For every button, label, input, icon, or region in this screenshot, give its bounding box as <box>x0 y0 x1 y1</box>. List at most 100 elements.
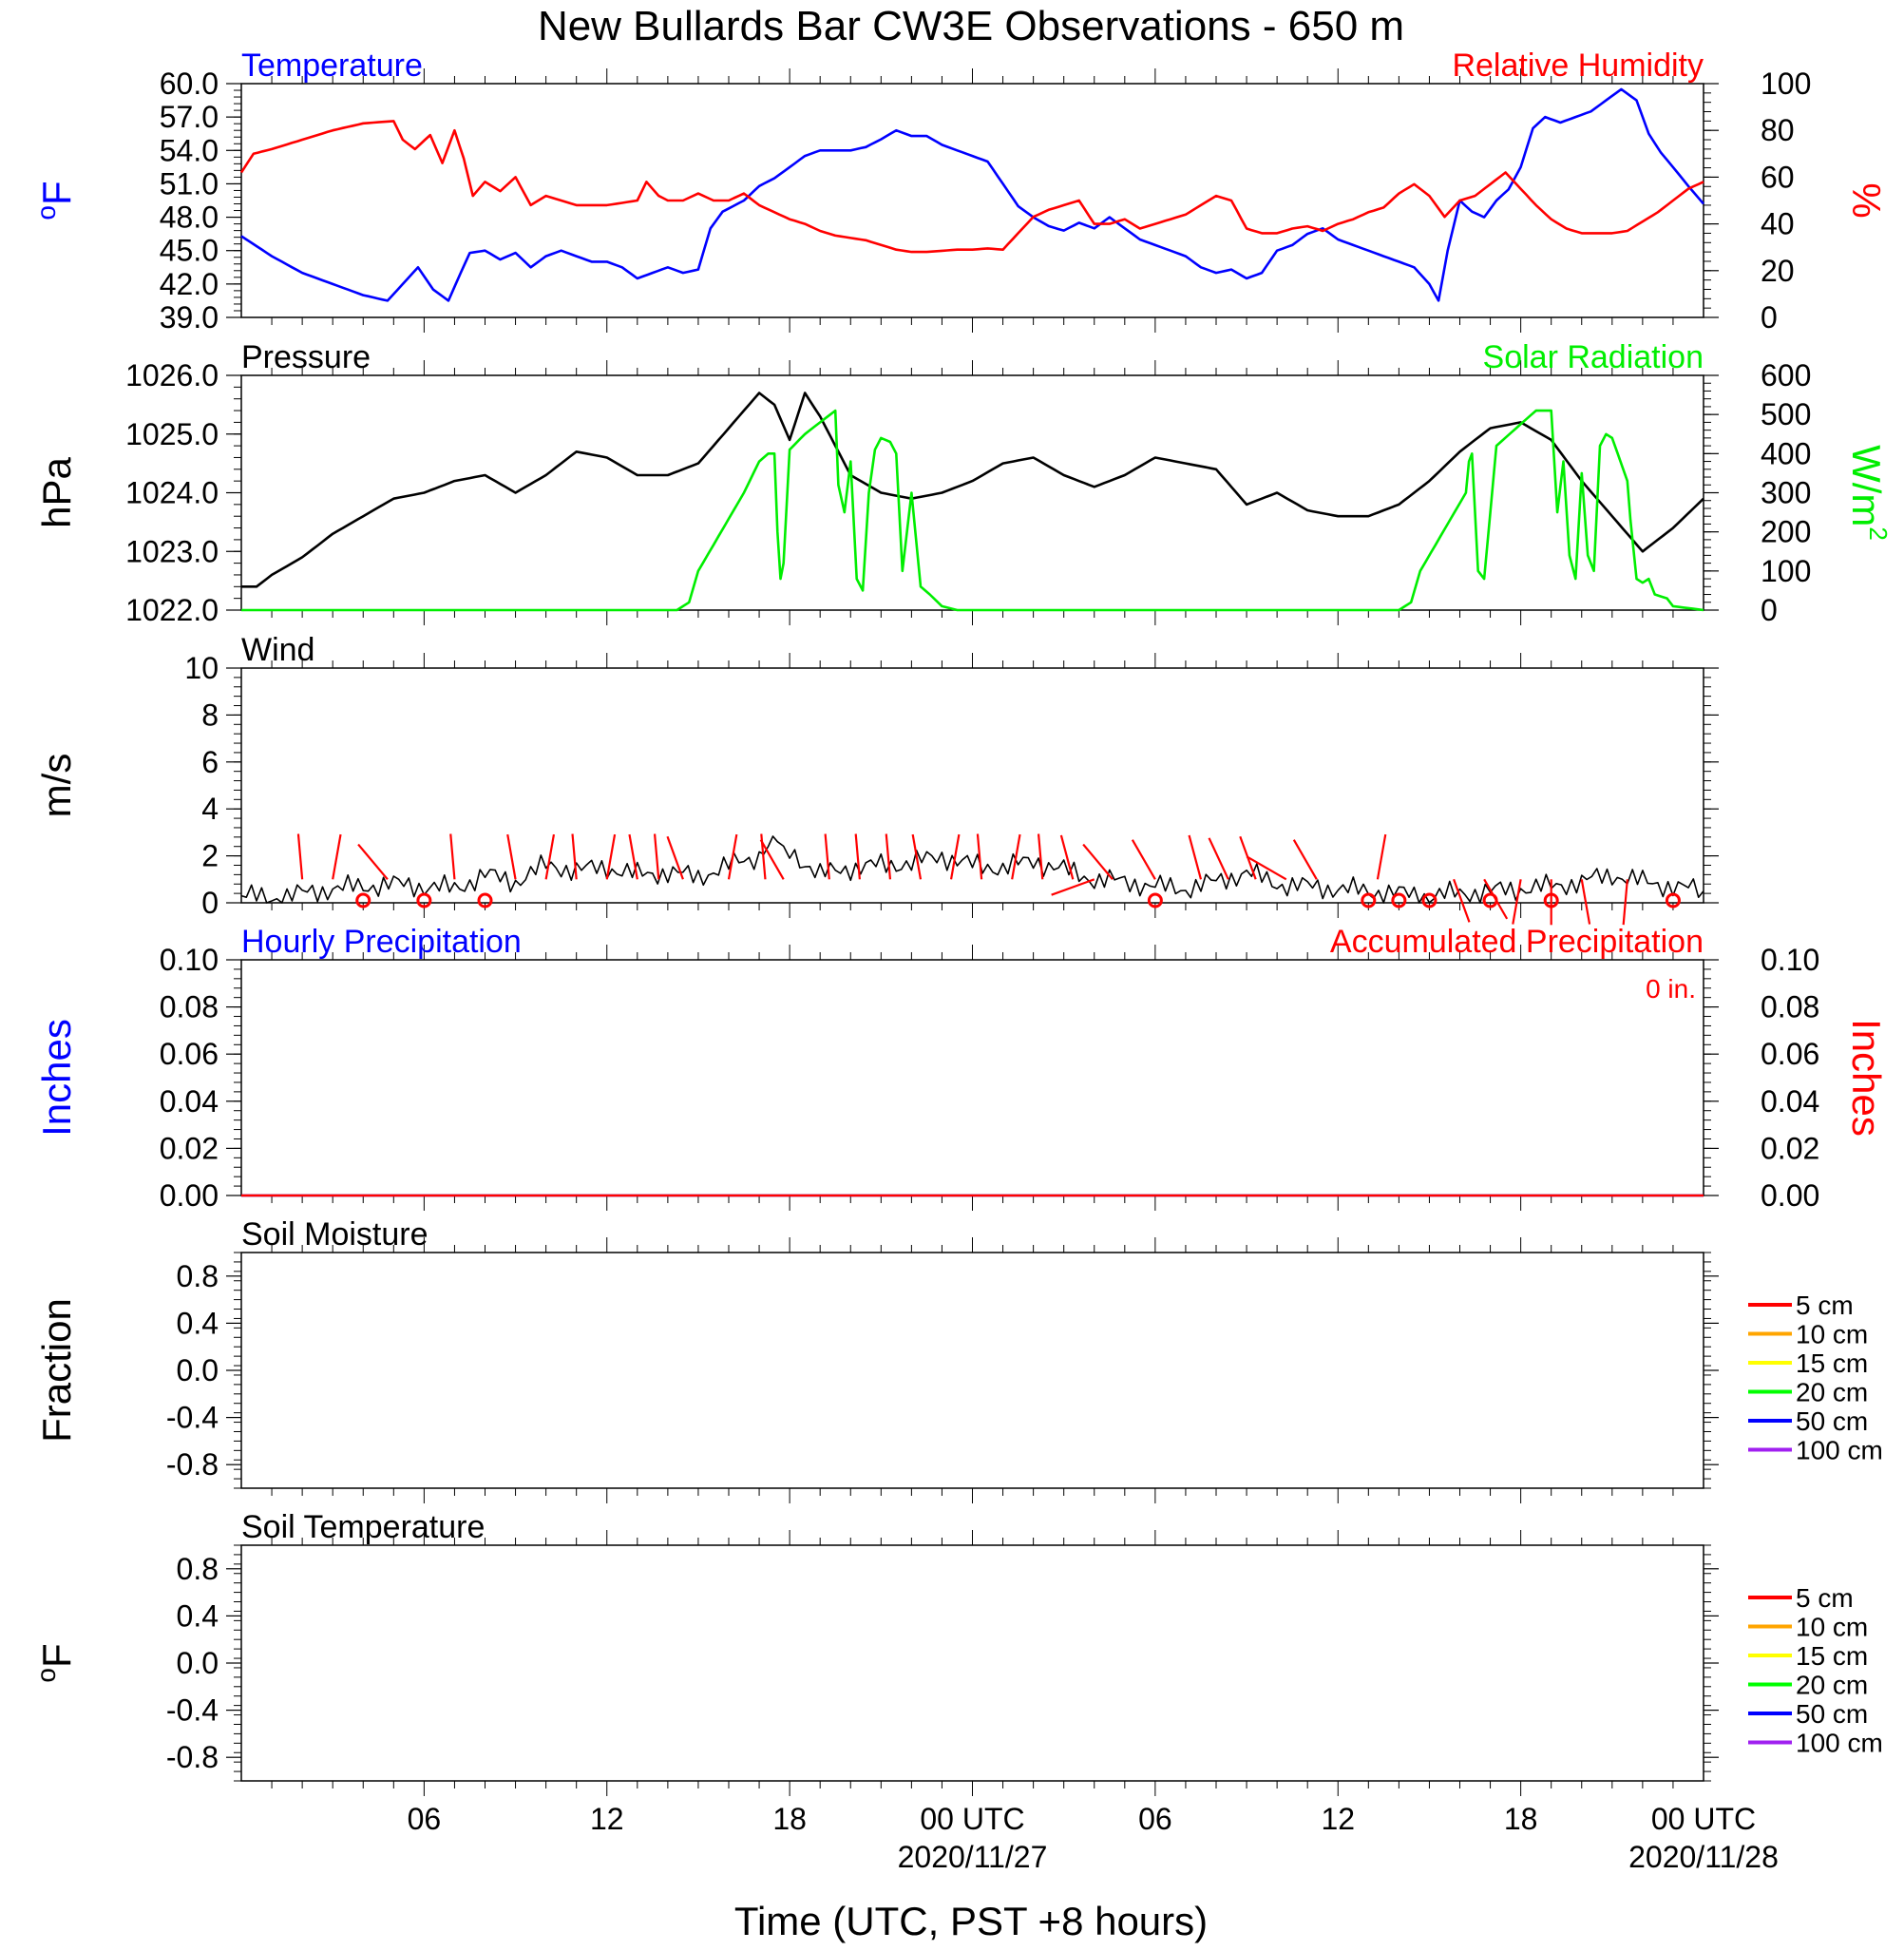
panel-soil_moisture: -0.8 -0.4 0.0 0.4 0.8 Soil Moisture Fraction 5 … <box>34 1216 1883 1503</box>
y-tick-label-right: 60 <box>1761 160 1795 194</box>
x-tick-label: 12 <box>590 1802 624 1836</box>
wind-barb <box>332 833 342 880</box>
wind-barb <box>296 833 304 880</box>
series-line-solar-radiation <box>241 409 1704 612</box>
x-tick-label: 12 <box>1321 1802 1355 1836</box>
legend-label: 100 cm <box>1796 1436 1883 1465</box>
legend-label: 15 cm <box>1796 1641 1868 1671</box>
x-axis: 06 12 18 00 UTC 06 12 18 00 UTC 2020/11/27 2020/1… <box>408 1802 1779 1874</box>
y-tick-label-right: 100 <box>1761 67 1811 101</box>
panel-temp_rh: 39.042.045.048.051.054.057.060.0 0 20 40 60 8… <box>31 48 1889 335</box>
series-line-temperature <box>240 87 1704 302</box>
wind-barb <box>854 833 861 880</box>
y-tick-label-right: 0.00 <box>1761 1178 1819 1213</box>
panel-title-left: Pressure <box>241 339 371 375</box>
degree-superscript: o <box>31 205 61 220</box>
unit-exponent: 2 <box>1864 526 1893 540</box>
series-line-pressure <box>241 392 1704 588</box>
wind-barb <box>1453 878 1471 923</box>
legend-label: 50 cm <box>1796 1406 1868 1436</box>
y-tick-label-right: 600 <box>1761 358 1811 392</box>
y-tick-label-right: 0.10 <box>1761 943 1819 977</box>
series-line-wind-speed <box>240 835 1704 904</box>
x-tick-label: 06 <box>408 1802 442 1836</box>
y-tick-label-left: 1025.0 <box>125 417 219 451</box>
panel-title-left: Hourly Precipitation <box>241 924 522 960</box>
wind-barb <box>653 833 660 880</box>
y-tick-label-left: 48.0 <box>160 201 219 235</box>
y-axis-title-left: Inches <box>34 1019 79 1137</box>
y-tick-label-left: 1026.0 <box>125 358 219 392</box>
y-tick-label-left: 10 <box>184 651 219 685</box>
x-tick-label: 18 <box>772 1802 807 1836</box>
y-tick-label-right: 0 <box>1761 593 1778 627</box>
y-tick-label-left: -0.4 <box>166 1693 219 1728</box>
y-tick-label-right: 0 <box>1761 300 1778 335</box>
y-tick-label-left: 1022.0 <box>125 593 219 627</box>
wind-barb <box>1082 843 1114 881</box>
wind-barb <box>1188 834 1203 880</box>
x-axis-label: Time (UTC, PST +8 hours) <box>734 1899 1208 1943</box>
wind-barb <box>1131 839 1156 880</box>
plot-frame <box>240 83 1704 318</box>
panel-pres_solar: 1022.0 1023.0 1024.0 1025.0 1026.0 0 100 200 300… <box>34 339 1893 627</box>
y-tick-label-left: 2 <box>201 839 219 873</box>
y-tick-label-left: 60.0 <box>160 67 219 101</box>
y-axis-title-left: oF <box>31 1643 79 1682</box>
y-tick-label-left: 1024.0 <box>125 476 219 510</box>
wind-barb <box>666 835 684 880</box>
wind-barb <box>1051 878 1095 896</box>
y-tick-label-right: 0.08 <box>1761 990 1819 1024</box>
y-tick-label-right: 200 <box>1761 515 1811 549</box>
wind-barb <box>824 833 830 880</box>
wind-barb <box>628 833 638 880</box>
y-tick-label-right: 0.06 <box>1761 1037 1819 1071</box>
y-tick-label-right: 400 <box>1761 436 1811 470</box>
calm-wind-circle <box>1361 892 1377 909</box>
y-axis-title-left: Fraction <box>34 1298 79 1443</box>
y-axis-title-left: oF <box>31 181 79 220</box>
calm-wind-circle <box>416 892 432 909</box>
panel-title-right: Accumulated Precipitation <box>1330 924 1704 960</box>
panel-title-right: Solar Radiation <box>1483 339 1704 375</box>
legend-label: 20 cm <box>1796 1378 1868 1407</box>
wind-barb <box>1011 833 1021 880</box>
calm-wind-circle <box>1147 892 1163 909</box>
wind-barb <box>1292 839 1318 880</box>
y-tick-label-left: 0.4 <box>177 1598 219 1633</box>
y-tick-label-left: 8 <box>201 698 219 732</box>
y-tick-label-left: 0.0 <box>177 1353 219 1387</box>
y-tick-label-left: 45.0 <box>160 234 219 268</box>
y-axis-title-right: W/m2 <box>1844 445 1893 541</box>
y-tick-label-left: -0.8 <box>166 1740 219 1774</box>
wind-barb <box>1580 879 1591 925</box>
wind-barb <box>1376 833 1387 880</box>
panel-title-right: Relative Humidity <box>1452 48 1704 84</box>
y-tick-label-left: 0.4 <box>177 1306 219 1340</box>
y-axis-title-right: % <box>1844 182 1889 218</box>
plot-frame <box>240 1544 1704 1782</box>
plot-frame <box>240 959 1704 1196</box>
y-tick-label-left: 0.0 <box>177 1646 219 1680</box>
series-line-relative-humidity <box>239 120 1704 254</box>
calm-wind-circle <box>1391 892 1407 909</box>
figure-title: New Bullards Bar CW3E Observations - 650… <box>538 3 1404 49</box>
y-tick-label-left: 39.0 <box>160 300 219 335</box>
y-tick-label-right: 40 <box>1761 207 1795 241</box>
x-tick-label: 06 <box>1138 1802 1172 1836</box>
y-tick-label-right: 20 <box>1761 254 1795 288</box>
y-tick-label-left: 1023.0 <box>125 534 219 568</box>
panel-title-left: Soil Moisture <box>241 1216 428 1253</box>
unit-letter: F <box>34 181 79 205</box>
wind-barb <box>1622 879 1628 926</box>
calm-wind-circle <box>1665 892 1681 909</box>
wind-barb <box>1208 837 1229 880</box>
y-tick-label-right: 500 <box>1761 397 1811 431</box>
panels: 39.042.045.048.051.054.057.060.002040608… <box>31 48 1893 1796</box>
panel-title-left: Soil Temperature <box>241 1509 485 1545</box>
y-axis-title-left: hPa <box>34 456 79 527</box>
wind-barb <box>911 833 923 880</box>
y-tick-label-left: 6 <box>201 745 219 779</box>
wind-barb <box>1037 833 1044 880</box>
